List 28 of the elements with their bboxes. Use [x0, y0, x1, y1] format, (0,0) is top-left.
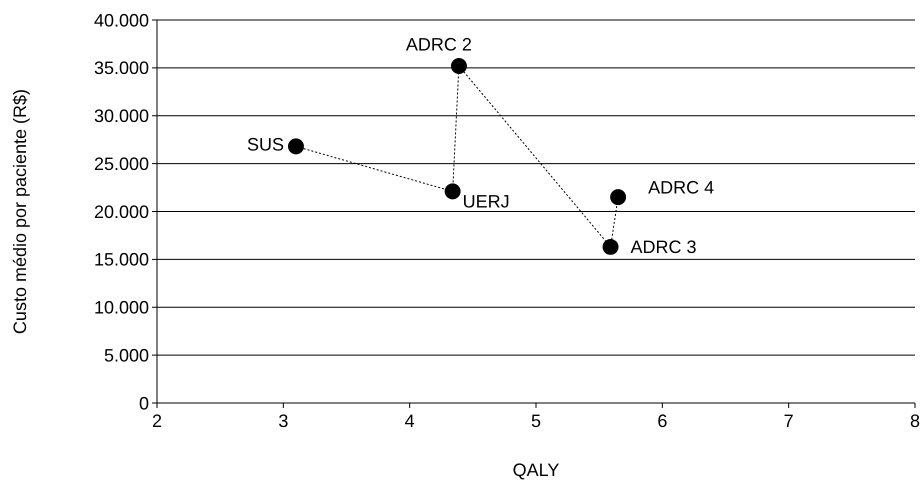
annotation: ADRC 2: [406, 34, 472, 54]
x-axis-title: QALY: [512, 460, 560, 480]
y-tick-label: 25.000: [94, 154, 149, 174]
y-tick-label: 40.000: [94, 10, 149, 30]
annotation: SUS: [246, 134, 284, 155]
y-axis-title: Custo médio por paciente (R$): [10, 88, 30, 334]
y-tick-label: 35.000: [94, 58, 149, 78]
y-tick-label: 5.000: [104, 345, 149, 366]
annotation: UERJ: [462, 192, 510, 212]
point: [450, 58, 467, 74]
annotation: ADRC 3: [630, 237, 697, 258]
x-tick-label: 7: [784, 411, 794, 431]
y-tick-label: 10.000: [94, 298, 149, 318]
y-tick-label: 30.000: [94, 106, 149, 126]
x-tick-label: 2: [152, 411, 162, 431]
x-tick-label: 4: [404, 411, 415, 431]
y-tick-label: 20.000: [94, 202, 149, 222]
x-tick-label: 3: [278, 411, 288, 431]
x-tick-label: 8: [910, 411, 920, 431]
y-tick-label: 0: [138, 393, 149, 414]
x-tick-label: 5: [530, 411, 542, 431]
x-tick-label: 6: [657, 411, 668, 431]
point: [288, 138, 304, 154]
annotation: ADRC 4: [648, 177, 714, 198]
y-tick-label: 15.000: [94, 250, 149, 270]
point: [444, 183, 461, 200]
point: [602, 238, 619, 255]
point: [610, 189, 626, 206]
